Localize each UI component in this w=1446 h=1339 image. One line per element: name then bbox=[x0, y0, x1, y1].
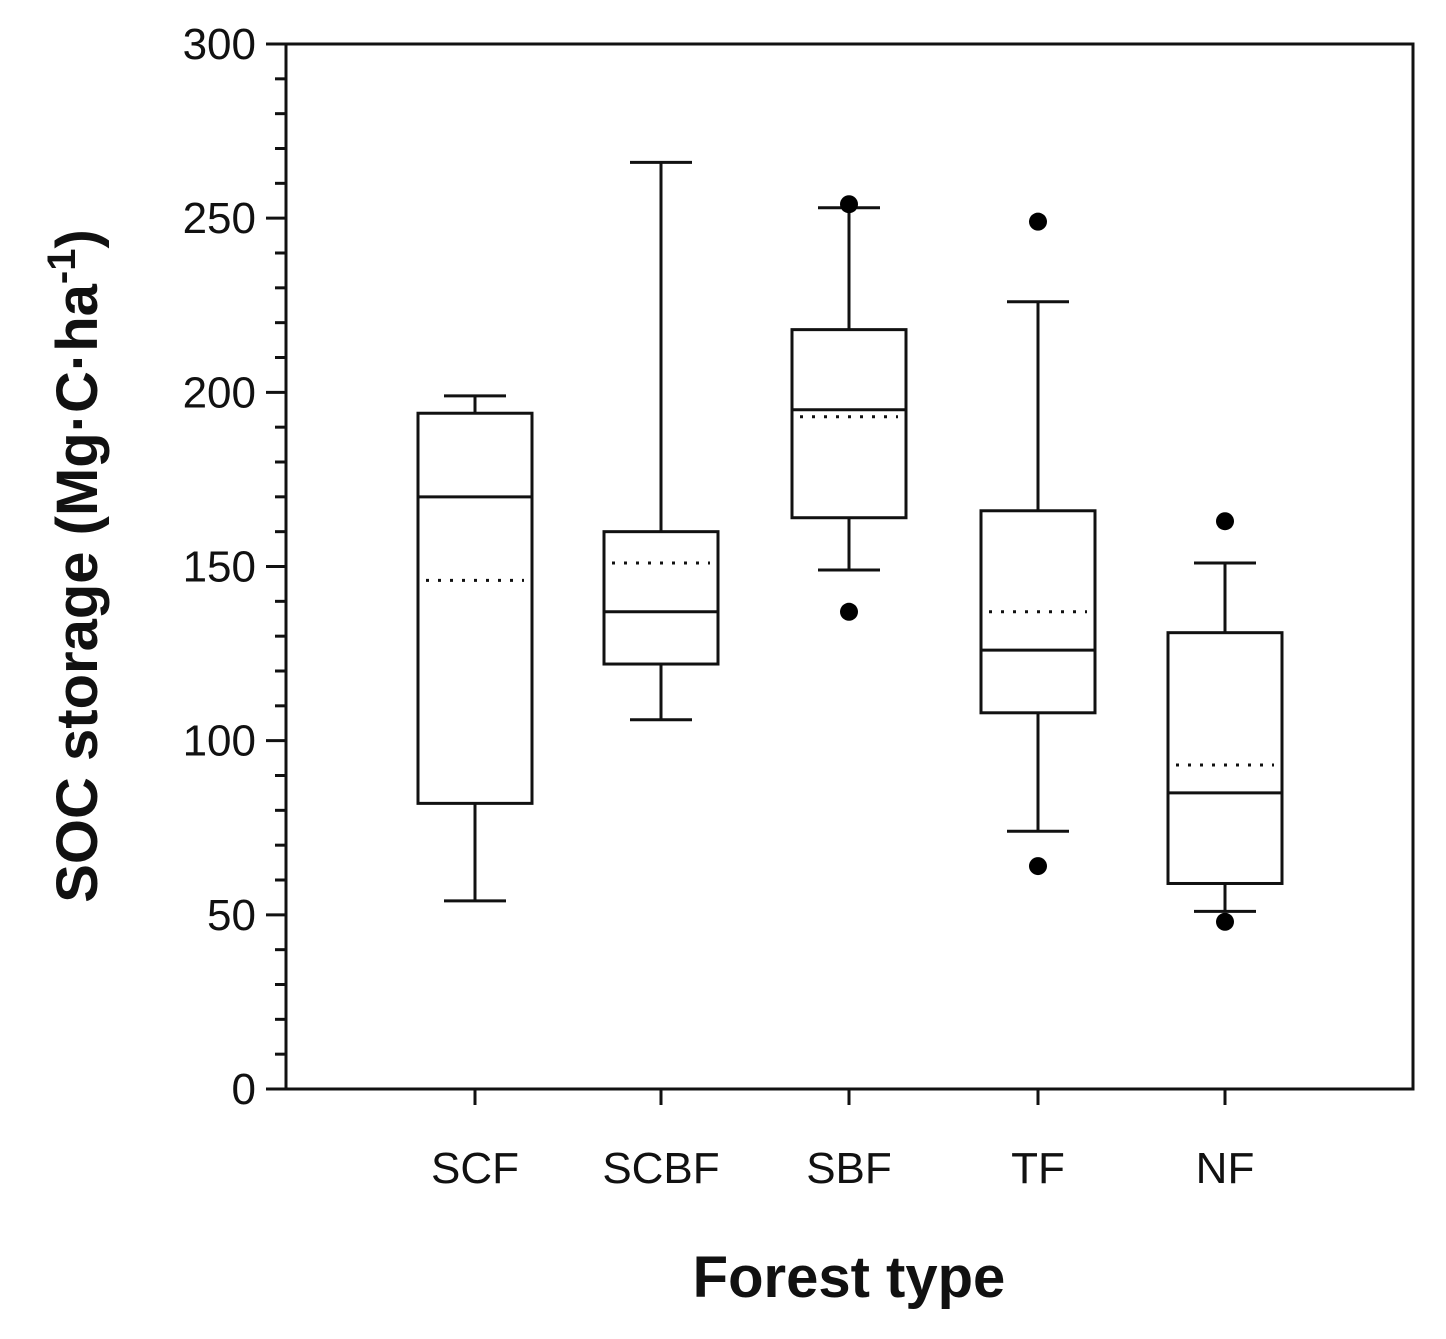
x-tick-labels: SCF SCBF SBF TF NF bbox=[431, 1144, 1254, 1193]
y-tick-labels: 0 50 100 150 200 250 300 bbox=[183, 20, 256, 1114]
x-axis-title: Forest type bbox=[693, 1245, 1006, 1310]
x-tick-label: NF bbox=[1196, 1144, 1255, 1193]
y-tick-label: 0 bbox=[232, 1065, 256, 1114]
outlier-point bbox=[840, 195, 858, 214]
y-tick-label: 300 bbox=[183, 20, 256, 69]
x-tick-label: SCF bbox=[431, 1144, 519, 1193]
box-scbf bbox=[602, 160, 720, 722]
y-tick-label: 50 bbox=[207, 891, 256, 940]
outlier-point bbox=[1029, 857, 1047, 876]
y-axis-title-superscript: -1 bbox=[40, 249, 84, 285]
y-tick-label: 200 bbox=[183, 368, 256, 417]
iqr-box bbox=[602, 530, 720, 666]
y-tick-label: 250 bbox=[183, 194, 256, 243]
iqr-box bbox=[1166, 631, 1284, 885]
box-tf bbox=[979, 212, 1097, 876]
y-axis-title-close: ) bbox=[45, 229, 110, 248]
outlier-point bbox=[1216, 512, 1234, 531]
x-tick-label: TF bbox=[1011, 1144, 1065, 1193]
x-tick-label: SCBF bbox=[602, 1144, 719, 1193]
box-scf bbox=[416, 394, 534, 903]
outlier-point bbox=[840, 602, 858, 621]
y-tick-label: 150 bbox=[183, 543, 256, 592]
outlier-point bbox=[1029, 212, 1047, 231]
outlier-point bbox=[1216, 912, 1234, 931]
iqr-box bbox=[416, 411, 534, 805]
box-sbf bbox=[790, 195, 908, 621]
x-axis-ticks bbox=[473, 1089, 1227, 1105]
y-axis-ticks bbox=[266, 42, 286, 1091]
box-nf bbox=[1166, 512, 1284, 931]
y-axis-title: SOC storage (Mg·C·ha-1) bbox=[40, 229, 110, 903]
y-axis-title-main: SOC storage (Mg·C·ha bbox=[45, 283, 110, 902]
y-tick-label: 100 bbox=[183, 717, 256, 766]
box-series bbox=[416, 160, 1284, 931]
iqr-box bbox=[790, 328, 908, 520]
x-tick-label: SBF bbox=[806, 1144, 892, 1193]
